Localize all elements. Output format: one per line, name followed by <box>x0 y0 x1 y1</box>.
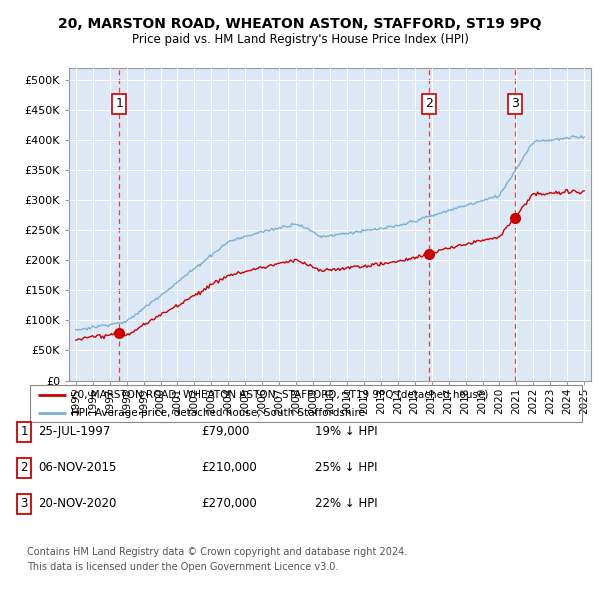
Text: 3: 3 <box>20 497 28 510</box>
Text: £210,000: £210,000 <box>201 461 257 474</box>
Text: 19% ↓ HPI: 19% ↓ HPI <box>315 425 377 438</box>
Text: 2: 2 <box>20 461 28 474</box>
Text: 1: 1 <box>20 425 28 438</box>
Text: Price paid vs. HM Land Registry's House Price Index (HPI): Price paid vs. HM Land Registry's House … <box>131 33 469 46</box>
Text: 25-JUL-1997: 25-JUL-1997 <box>38 425 110 438</box>
Text: HPI: Average price, detached house, South Staffordshire: HPI: Average price, detached house, Sout… <box>71 408 365 418</box>
Text: 20, MARSTON ROAD, WHEATON ASTON, STAFFORD, ST19 9PQ (detached house): 20, MARSTON ROAD, WHEATON ASTON, STAFFOR… <box>71 390 489 399</box>
Text: £79,000: £79,000 <box>201 425 250 438</box>
Text: 25% ↓ HPI: 25% ↓ HPI <box>315 461 377 474</box>
Text: 20-NOV-2020: 20-NOV-2020 <box>38 497 116 510</box>
Text: 3: 3 <box>511 97 518 110</box>
Text: This data is licensed under the Open Government Licence v3.0.: This data is licensed under the Open Gov… <box>27 562 338 572</box>
Text: £270,000: £270,000 <box>201 497 257 510</box>
Text: 06-NOV-2015: 06-NOV-2015 <box>38 461 116 474</box>
Text: 2: 2 <box>425 97 433 110</box>
Text: Contains HM Land Registry data © Crown copyright and database right 2024.: Contains HM Land Registry data © Crown c… <box>27 547 407 557</box>
Text: 1: 1 <box>115 97 123 110</box>
Text: 20, MARSTON ROAD, WHEATON ASTON, STAFFORD, ST19 9PQ: 20, MARSTON ROAD, WHEATON ASTON, STAFFOR… <box>58 17 542 31</box>
Text: 22% ↓ HPI: 22% ↓ HPI <box>315 497 377 510</box>
